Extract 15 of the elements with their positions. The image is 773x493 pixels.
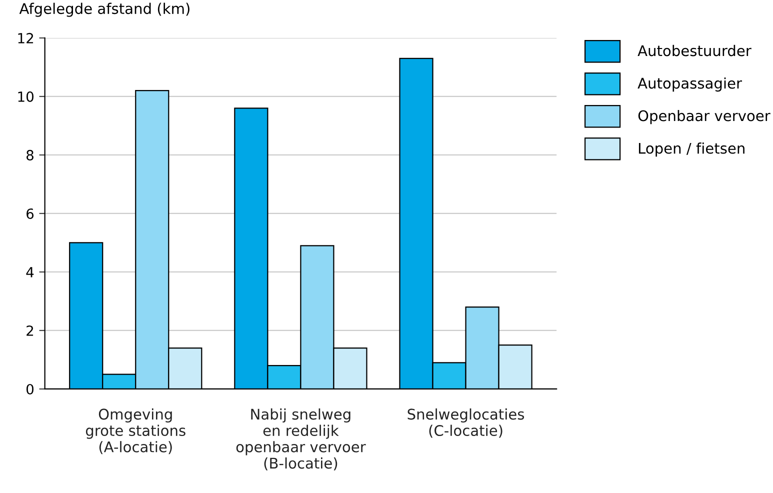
y-tick-label: 4 [26, 267, 34, 278]
legend-label: Autobestuurder [638, 44, 752, 56]
legend-label: Autopassagier [638, 77, 742, 92]
x-tick-label: Omgeving grote stations (A-locatie) [86, 408, 186, 454]
legend-label: Openbaar vervoer [638, 110, 770, 124]
x-tick-label: Snelweglocaties (C-locatie) [408, 408, 524, 438]
x-tick-label: Nabij snelweg en redelijk openbaar vervoer (B-locatie) [236, 408, 366, 470]
y-tick-label: 0 [26, 384, 34, 394]
y-tick-label: 12 [18, 32, 34, 44]
y-tick-label: 2 [26, 325, 34, 336]
y-tick-label: 6 [26, 208, 34, 219]
y-tick-label: 8 [26, 150, 34, 160]
y-tick-label: 10 [18, 91, 34, 102]
legend-label: Lopen / fietsen [638, 142, 744, 157]
y-axis-title: Afgelegde afstand (km) [19, 2, 190, 17]
